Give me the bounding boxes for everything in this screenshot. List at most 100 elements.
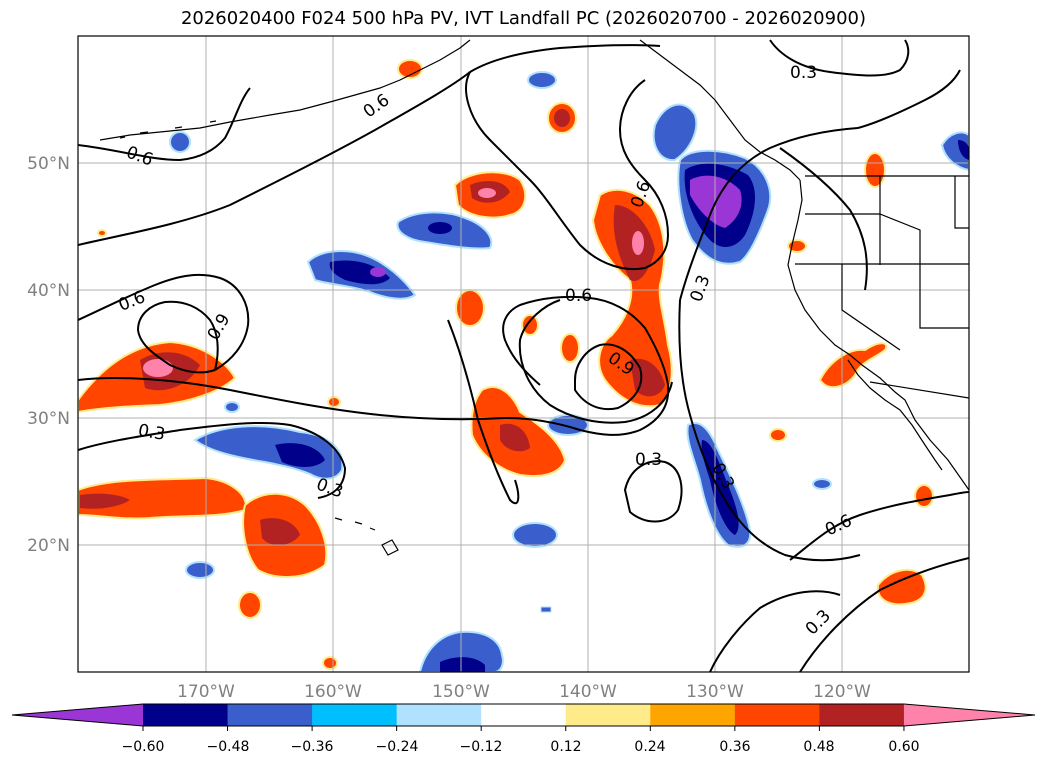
contour-0.3-trough-axis bbox=[678, 299, 861, 562]
negative-anomaly-small-g bbox=[812, 478, 832, 490]
colorbar-tick-label: 0.12 bbox=[550, 739, 581, 755]
lat-label: 30°N bbox=[27, 409, 70, 429]
contour-0.3-east-north bbox=[857, 69, 961, 129]
colorbar-segment bbox=[650, 704, 736, 726]
colorbar-segment bbox=[396, 704, 482, 726]
lat-label: 50°N bbox=[27, 154, 70, 174]
colorbar-tick-label: 0.60 bbox=[888, 739, 919, 755]
contour-0.6-southeast bbox=[789, 491, 969, 561]
contour-0.9-west bbox=[136, 300, 219, 374]
colorbar-segment bbox=[734, 704, 820, 726]
negative-anomaly-north-elongated-core bbox=[428, 222, 452, 234]
aleutian-islands bbox=[119, 120, 217, 139]
contour-mid-pacific-trough bbox=[502, 295, 670, 436]
contour-label: 0.3 bbox=[635, 450, 662, 470]
colorbar-segment bbox=[481, 704, 567, 726]
contour-label: 0.3 bbox=[790, 63, 817, 83]
negative-anomaly-offshore-south-core bbox=[701, 440, 739, 535]
lon-label: 130°W bbox=[686, 682, 744, 702]
map-title: 2026020400 F024 500 hPa PV, IVT Landfall… bbox=[180, 8, 867, 29]
negative-anomaly-small-e bbox=[527, 71, 557, 89]
colorbar-segment bbox=[143, 704, 229, 726]
contour-0.6-aleutian bbox=[78, 87, 251, 162]
positive-anomaly-small-g-core bbox=[554, 109, 570, 127]
negative-anomaly-central-north-peak bbox=[370, 267, 386, 277]
contour-0.3-lower-west bbox=[78, 377, 506, 421]
positive-anomaly-small-b bbox=[322, 656, 338, 670]
positive-anomaly-small-c bbox=[327, 396, 341, 408]
us-mexico-border bbox=[869, 381, 969, 399]
positive-anomaly-small-d bbox=[455, 289, 485, 327]
negative-anomaly-southwest-core bbox=[275, 443, 325, 467]
lon-label: 150°W bbox=[432, 682, 490, 702]
lat-label: 40°N bbox=[27, 281, 70, 301]
contour-0.3-south bbox=[709, 590, 841, 672]
positive-anomaly-south-central-core bbox=[260, 518, 300, 546]
negative-anomaly-northeast-edge-core bbox=[958, 140, 969, 160]
contour-label: 0.6 bbox=[565, 286, 592, 306]
negative-anomaly-south-edge-core bbox=[440, 657, 485, 672]
pc-contour-lines bbox=[78, 39, 969, 672]
map-background bbox=[78, 36, 969, 672]
colorbar-tick-label: 0.24 bbox=[634, 739, 665, 755]
coastlines-and-borders bbox=[99, 39, 969, 556]
positive-anomaly-small-e bbox=[521, 314, 539, 336]
contour-0.3-southwest bbox=[78, 421, 347, 499]
negative-anomaly-small-a bbox=[224, 401, 240, 413]
longitude-labels: 170°W 160°W 150°W 140°W 130°W 120°W bbox=[177, 682, 871, 702]
hawaii-islands bbox=[334, 517, 399, 556]
lon-label: 170°W bbox=[177, 682, 235, 702]
contour-0.6-gulf-loop bbox=[465, 71, 670, 271]
colorbar-segment bbox=[227, 704, 313, 726]
lon-label: 120°W bbox=[813, 682, 871, 702]
colorbar-tick-label: −0.24 bbox=[376, 739, 419, 755]
positive-anomaly-offshore-ridge-peak bbox=[632, 231, 644, 255]
colorbar-extend-left bbox=[12, 704, 143, 726]
positive-anomaly-mid-pacific-trough-core bbox=[500, 423, 530, 452]
contour-0.6-north bbox=[78, 43, 661, 246]
west-coast-north-america bbox=[787, 179, 969, 491]
state-border-nv bbox=[919, 264, 969, 329]
colorbar-tick-label: −0.36 bbox=[291, 739, 334, 755]
positive-anomaly-small-m bbox=[97, 229, 107, 237]
colorbar-extend-right bbox=[903, 704, 1035, 726]
southeast-alaska-coast bbox=[639, 39, 801, 181]
map-frame bbox=[77, 35, 970, 673]
colorbar bbox=[11, 703, 1036, 731]
contour-0.6-west-mid bbox=[78, 273, 250, 371]
lon-label: 140°W bbox=[559, 682, 617, 702]
alaska-coast bbox=[99, 39, 471, 141]
negative-anomaly-small-d bbox=[512, 522, 558, 548]
lat-label: 20°N bbox=[27, 536, 70, 556]
positive-anomaly-small-f bbox=[560, 333, 580, 363]
colorbar-segment bbox=[819, 704, 905, 726]
contour-0.3-center-south bbox=[447, 319, 520, 505]
negative-anomaly-tiny bbox=[540, 606, 552, 613]
contour-0.3-southern-loop bbox=[623, 460, 683, 523]
colorbar-segment bbox=[565, 704, 651, 726]
negative-anomaly-small-c bbox=[185, 561, 215, 579]
baja-peninsula bbox=[847, 359, 943, 471]
positive-anomaly-small-a bbox=[238, 591, 262, 619]
latitude-labels: 50°N 40°N 30°N 20°N bbox=[27, 154, 70, 556]
state-border-mt bbox=[954, 176, 969, 229]
contour-coastal-range bbox=[779, 147, 868, 291]
contour-0.3-lower-east bbox=[799, 557, 969, 672]
lon-label: 160°W bbox=[304, 682, 362, 702]
state-border-ca-nv bbox=[841, 264, 901, 351]
positive-anomaly-southeast bbox=[876, 568, 927, 606]
colorbar-segment bbox=[312, 704, 398, 726]
contour-0.9-center bbox=[574, 343, 643, 410]
contour-0.3-northeast-loop bbox=[769, 39, 910, 77]
colorbar-tick-label: −0.12 bbox=[460, 739, 503, 755]
contour-label: 0.3 bbox=[136, 421, 166, 445]
positive-anomaly-north-mid-peak bbox=[478, 188, 496, 198]
positive-anomaly-small-k bbox=[914, 484, 934, 508]
contour-0.3-pacific-northwest bbox=[679, 127, 859, 301]
positive-anomaly-small-h bbox=[864, 152, 886, 188]
colorbar-tick-label: 0.48 bbox=[803, 739, 834, 755]
pc-anomaly-fills bbox=[78, 59, 969, 672]
negative-anomaly-coastal-north bbox=[652, 103, 698, 162]
positive-anomaly-baja bbox=[818, 342, 888, 389]
